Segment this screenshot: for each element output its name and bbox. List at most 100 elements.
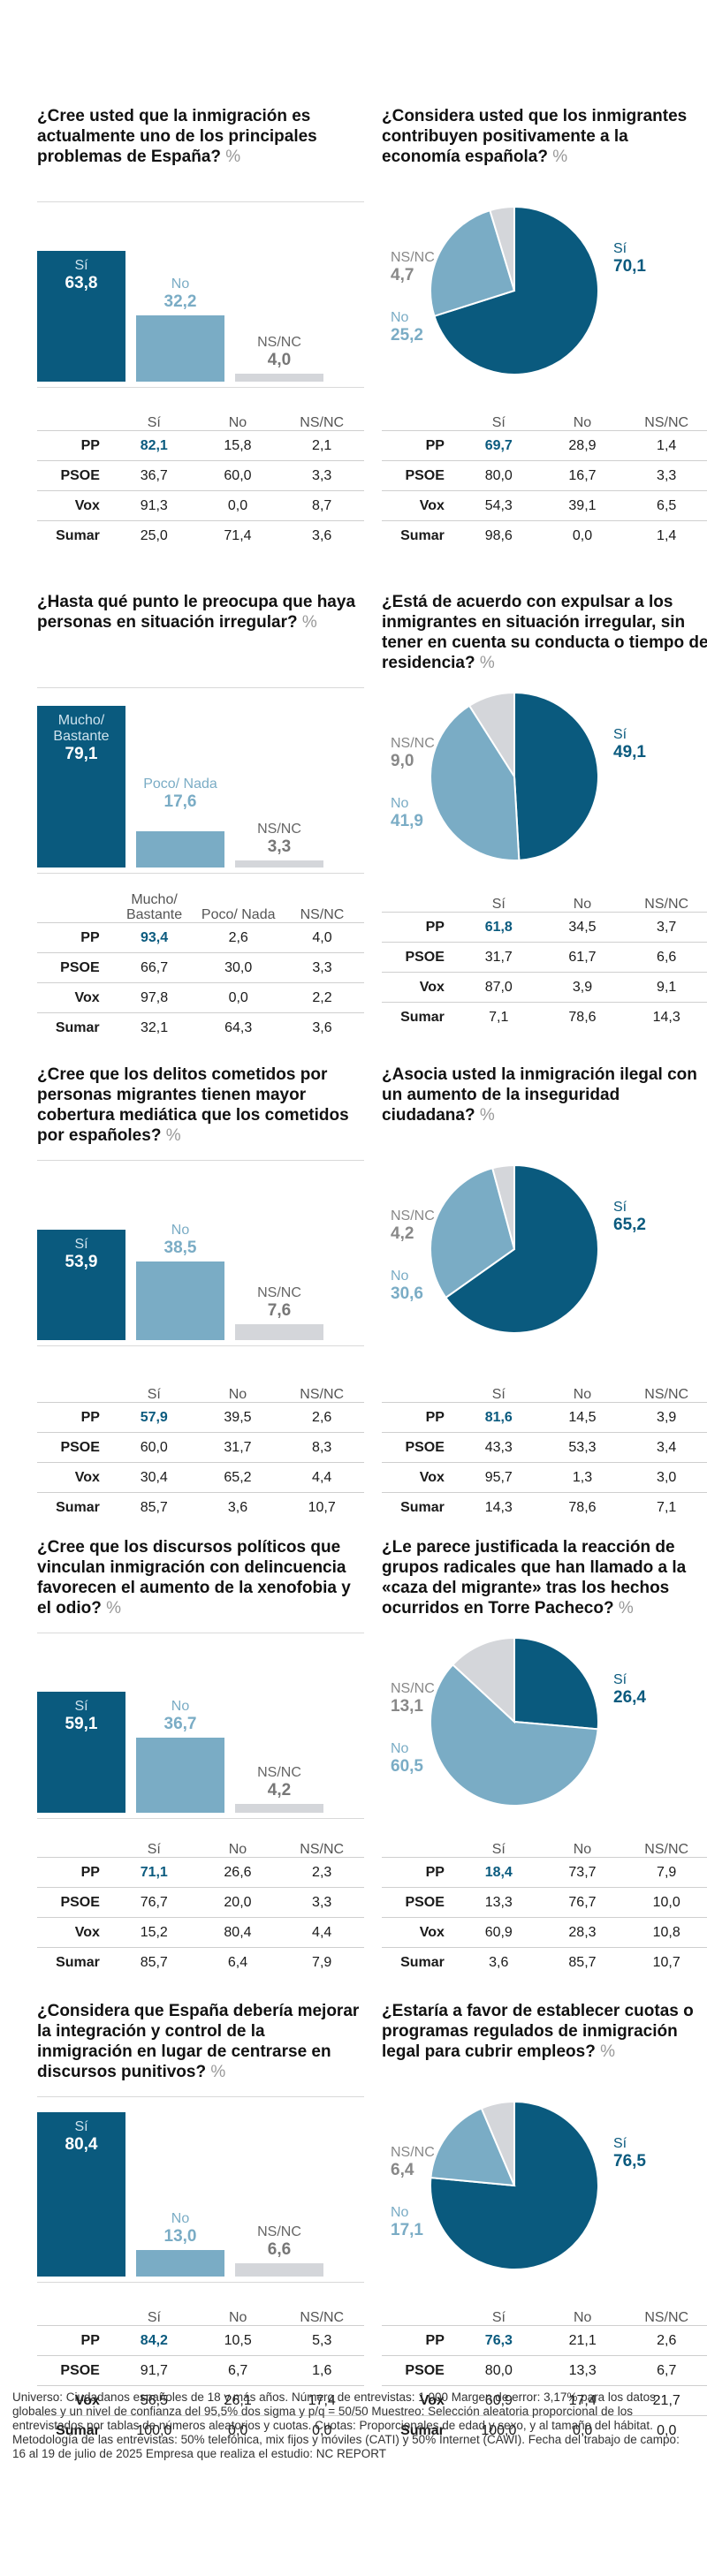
party-name: PP	[382, 430, 457, 461]
table-cell: 8,3	[279, 1432, 364, 1463]
table-cell: 54,3	[456, 490, 541, 521]
table-cell: 87,0	[456, 972, 541, 1003]
pie-chart	[430, 205, 599, 375]
question-text: ¿Considera usted que los inmigrantes con…	[382, 107, 688, 166]
table-corner	[37, 2306, 112, 2326]
table-row: Vox 87,0 3,9 9,1	[382, 972, 707, 1003]
column-header: No	[573, 1842, 592, 1857]
table-cell: 16,7	[540, 460, 625, 491]
table-cell: 6,7	[624, 2355, 707, 2386]
table-cell: 84,2	[111, 2325, 196, 2356]
table-cell: 78,6	[540, 1002, 625, 1032]
table-cell: 39,5	[195, 1402, 280, 1433]
question-panel: ¿Estaría a favor de establecer cuotas o …	[382, 2001, 707, 2445]
table-cell: 2,1	[279, 430, 364, 461]
table-cell: 6,6	[624, 942, 707, 973]
pie-label: No 30,6	[391, 1268, 423, 1304]
pie-label: No 25,2	[391, 309, 423, 345]
party-name: Vox	[382, 1917, 457, 1948]
bar-value: 80,4	[65, 2134, 98, 2154]
bar-nsnc	[235, 1324, 323, 1340]
table-row: PSOE 80,0 13,3 6,7	[382, 2355, 707, 2386]
column-header: No	[228, 1842, 247, 1857]
column-header: Sí	[147, 415, 161, 430]
party-name: PP	[382, 2325, 457, 2356]
table-row: Sumar 85,7 3,6 10,7	[37, 1492, 364, 1522]
party-name: PSOE	[37, 460, 112, 491]
pie-category: NS/NC	[391, 2145, 435, 2160]
table-corner	[382, 1383, 457, 1403]
bar-category: Sí	[74, 1699, 88, 1714]
question-text: ¿Considera que España debería mejorar la…	[37, 2002, 360, 2081]
table-cell: 2,2	[279, 982, 364, 1013]
bar-label: NS/NC 6,6	[235, 2224, 323, 2260]
table-row: Vox 54,3 39,1 6,5	[382, 490, 707, 521]
question-panel: ¿Hasta qué punto le preocupa que haya pe…	[37, 592, 364, 1051]
bar-value: 4,2	[267, 1781, 292, 1800]
column-header: No	[228, 415, 247, 430]
column-header: Sí	[491, 897, 506, 912]
pie-value: 6,4	[391, 2161, 414, 2179]
bar-label: No 38,5	[136, 1223, 224, 1258]
party-name: PSOE	[382, 1887, 457, 1918]
table-cell: 1,4	[624, 430, 707, 461]
table-cell: 17,4	[279, 2385, 364, 2416]
column-header: NS/NC	[300, 1387, 345, 1402]
table-cell: 36,7	[111, 460, 196, 491]
table-cell: 80,4	[195, 1917, 280, 1948]
pie-label: NS/NC 9,0	[391, 735, 435, 771]
table-cell: 0,0	[195, 490, 280, 521]
question-title: ¿Está de acuerdo con expulsar a los inmi…	[382, 592, 707, 673]
table-cell: 1,3	[540, 1462, 625, 1493]
table-cell: 53,3	[540, 1432, 625, 1463]
table-header-row: Mucho/ Bastante Poco/ Nada NS/NC	[37, 892, 364, 923]
chart-baseline	[37, 1818, 364, 1819]
table-cell: 3,6	[456, 1947, 541, 1977]
bar-category: NS/NC	[257, 334, 301, 350]
column-header: Sí	[491, 415, 506, 430]
table-row: Sumar 100,0 0,0 0,0	[37, 2415, 364, 2445]
bar-no	[136, 2249, 224, 2277]
party-name: PSOE	[382, 2355, 457, 2386]
bar-label: NS/NC 7,6	[235, 1285, 323, 1321]
table-header-row: Sí No NS/NC	[37, 411, 364, 431]
pie-chart	[430, 1163, 599, 1334]
bar-label: Sí 80,4	[37, 2119, 125, 2155]
table-cell: 66,7	[111, 952, 197, 983]
table-cell: 20,0	[195, 1887, 280, 1918]
question-title: ¿Asocia usted la inmigración ilegal con …	[382, 1064, 707, 1125]
pie-value: 60,5	[391, 1757, 423, 1776]
pie-slice-si	[433, 205, 599, 375]
bar-category: NS/NC	[257, 1765, 301, 1781]
table-cell: 3,9	[540, 972, 625, 1003]
table-cell: 3,3	[624, 460, 707, 491]
table-cell: 98,6	[456, 520, 541, 550]
percent-unit: %	[225, 148, 241, 166]
pie-label: No 41,9	[391, 795, 423, 831]
bar-label: Sí 59,1	[37, 1699, 125, 1734]
table-cell: 91,3	[111, 490, 196, 521]
table-cell: 10,7	[624, 1947, 707, 1977]
party-name: Sumar	[382, 520, 457, 550]
table-cell: 100,0	[456, 2415, 541, 2445]
bar-category: Sí	[74, 1237, 88, 1253]
pie-label: Sí 76,5	[613, 2135, 646, 2171]
bar-value: 6,6	[267, 2239, 292, 2259]
pie-category: No	[391, 796, 409, 811]
table-cell: 93,4	[111, 922, 197, 953]
table-row: PSOE 76,7 20,0 3,3	[37, 1887, 364, 1918]
table-cell: 78,6	[540, 1492, 625, 1522]
question-text: ¿Cree usted que la inmigración es actual…	[37, 107, 317, 166]
table-cell: 6,4	[195, 1947, 280, 1977]
table-corner	[37, 1383, 112, 1403]
question-panel: ¿Asocia usted la inmigración ilegal con …	[382, 1064, 707, 1524]
bar-category: NS/NC	[257, 1285, 301, 1301]
bar-si	[37, 705, 125, 868]
table-cell: 81,6	[456, 1402, 541, 1433]
column-header: No	[573, 897, 592, 912]
bar-label: Sí 63,8	[37, 258, 125, 293]
pie-slice-nsnc	[489, 205, 515, 292]
table-row: PSOE 43,3 53,3 3,4	[382, 1432, 707, 1463]
question-text: ¿Le parece justificada la reacción de gr…	[382, 1538, 687, 1618]
chart-baseline	[37, 2282, 364, 2283]
